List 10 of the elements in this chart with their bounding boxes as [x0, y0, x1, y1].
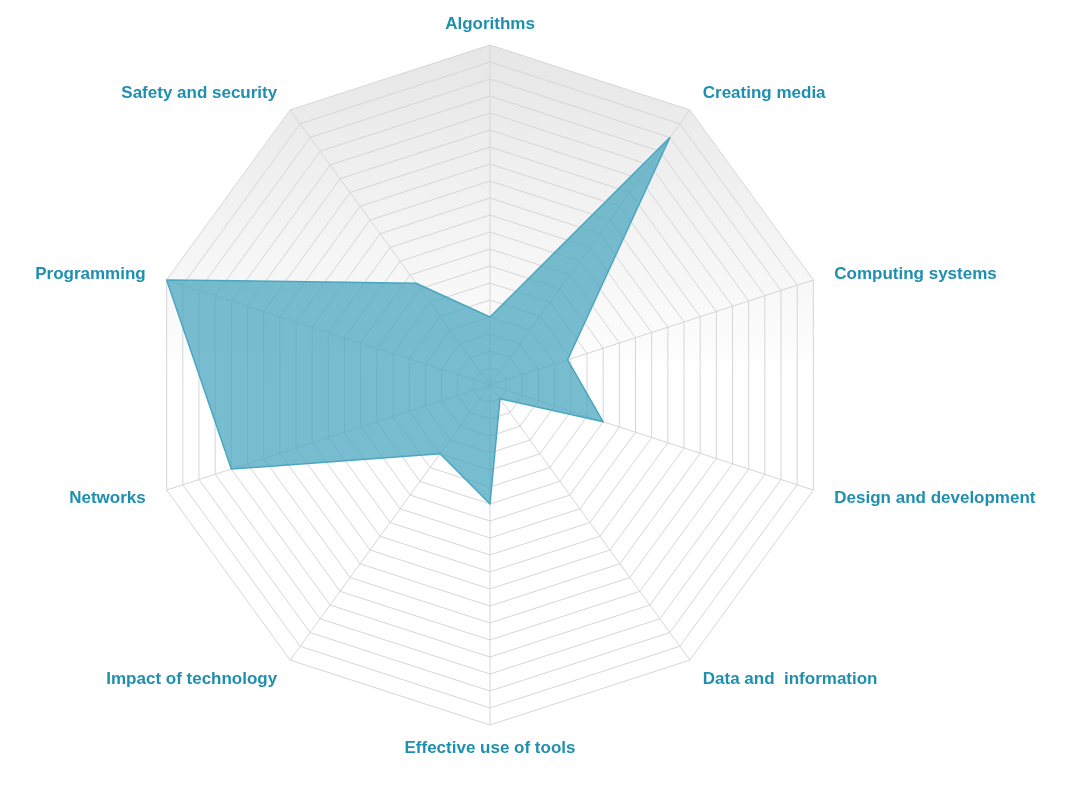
spoke-label: Safety and security [121, 83, 278, 103]
spoke-label: Data and information [702, 668, 878, 688]
spoke-label: Computing systems [834, 264, 997, 284]
spoke-label: Creating media [702, 83, 827, 103]
spoke-label: Effective use of tools [404, 737, 576, 757]
spoke-label: Networks [69, 487, 146, 507]
spoke-label: Programming [35, 264, 146, 284]
spoke-label: Design and development [834, 487, 1036, 507]
spoke-label: Algorithms [445, 13, 535, 33]
spoke-label: Impact of technology [106, 668, 278, 688]
